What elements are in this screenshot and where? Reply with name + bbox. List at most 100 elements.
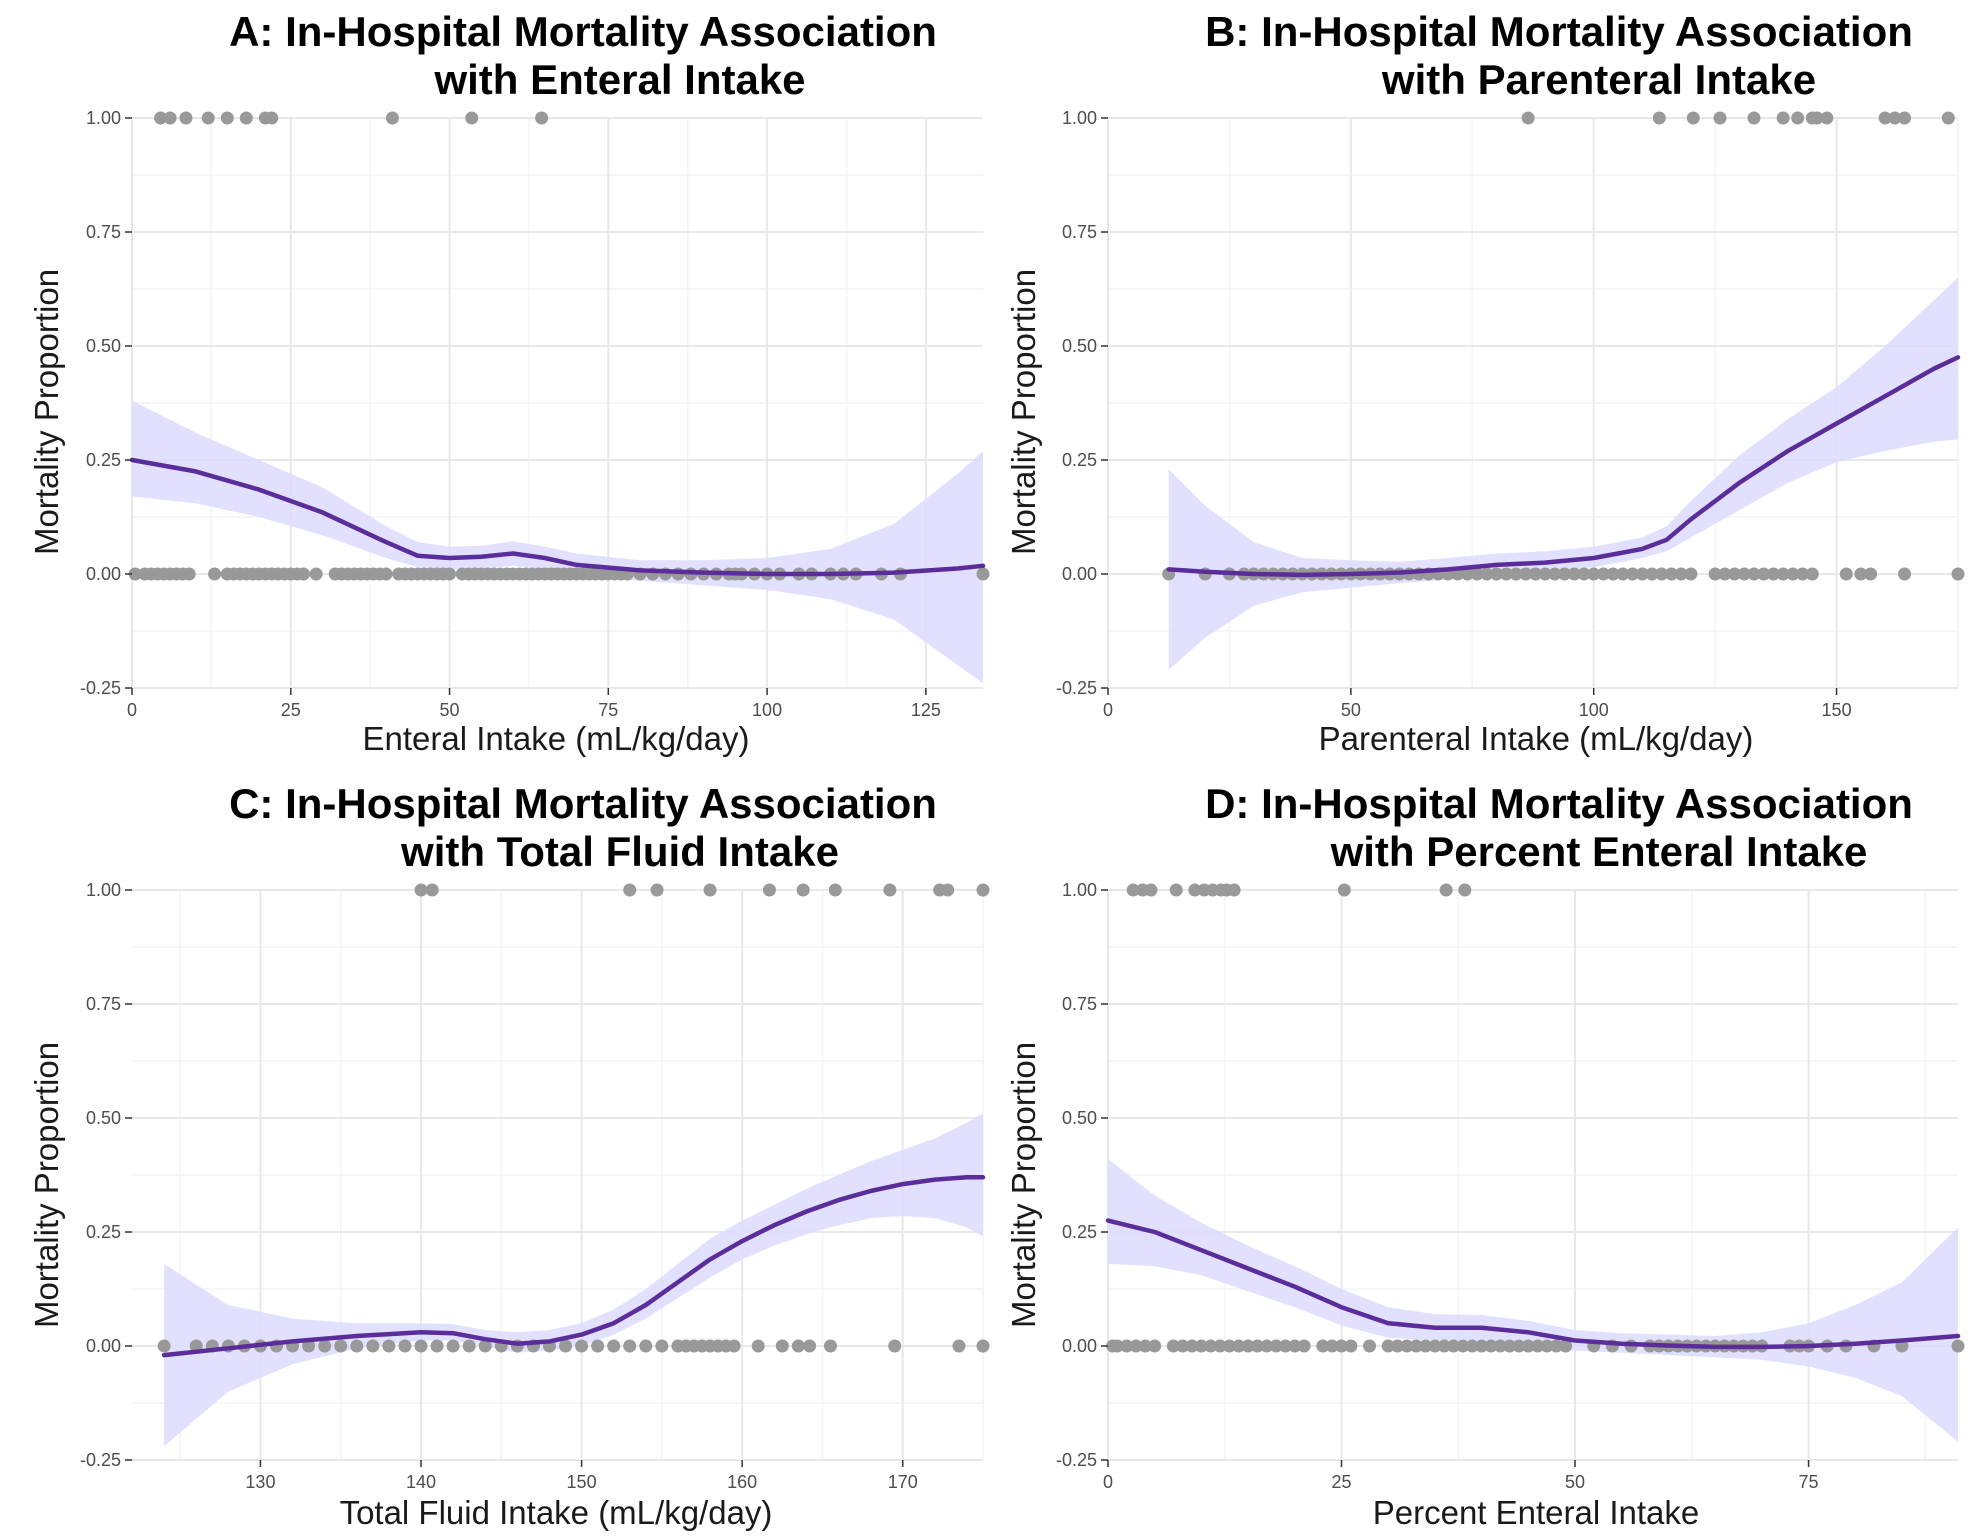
panel-b-axes: -0.25 0.00 0.25 0.50 0.75 1.00 0 50 100 150: [1056, 108, 1852, 720]
panel-c-y-tick-label: 0.25: [86, 1222, 121, 1242]
panel-d-point-survival: [1493, 1339, 1507, 1353]
panel-c-point-death: [828, 883, 842, 897]
panel-c-y-tick-label: 0.50: [86, 1108, 121, 1128]
panel-a-point-survival: [296, 567, 310, 581]
panel-c-point-survival: [334, 1339, 348, 1353]
panel-b-point-death: [1888, 111, 1902, 125]
panel-a-x-tick-label: 0: [127, 700, 137, 720]
panel-b-point-death: [1747, 111, 1761, 125]
panel-c-point-survival: [775, 1339, 789, 1353]
panel-d-point-survival: [1213, 1339, 1227, 1353]
panel-b-point-survival: [1674, 567, 1688, 581]
panel-d-point-survival: [1400, 1339, 1414, 1353]
panel-b-point-survival: [1898, 567, 1912, 581]
panel-c-point-death: [883, 883, 897, 897]
panel-d-point-survival: [1363, 1339, 1377, 1353]
panel-d-grid: [1107, 889, 1958, 1461]
panel-d-point-survival: [1138, 1339, 1152, 1353]
panel-b-y-tick-label: 0.50: [1062, 336, 1097, 356]
panel-d-point-survival: [1549, 1339, 1563, 1353]
panel-d-point-survival: [1166, 1339, 1180, 1353]
panel-b-point-survival: [1664, 567, 1678, 581]
panel-d-point-survival: [1176, 1339, 1190, 1353]
panel-c-point-survival: [823, 1339, 837, 1353]
panel-c-point-death: [703, 883, 717, 897]
panel-c-point-death: [796, 883, 810, 897]
panel-a-point-survival: [976, 567, 990, 581]
panel-a-band: [132, 400, 983, 684]
panel-b-point-survival: [1951, 567, 1965, 581]
panel-b-point-death: [1686, 111, 1700, 125]
panel-c-point-survival: [623, 1339, 637, 1353]
panel-c-point-survival: [382, 1339, 396, 1353]
panel-d-point-survival: [1503, 1339, 1517, 1353]
panel-b-point-death: [1791, 111, 1805, 125]
panel-c-point-survival: [462, 1339, 476, 1353]
panel-a-point-survival: [379, 567, 393, 581]
panel-b-x-tick-label: 0: [1103, 700, 1113, 720]
panel-c-x-tick-label: 130: [245, 1472, 275, 1492]
panel-d-y-tick-label: 0.75: [1062, 994, 1097, 1014]
panel-d-point-survival: [1232, 1339, 1246, 1353]
panel-c-point-survival: [559, 1339, 573, 1353]
panel-b-point-survival: [1776, 567, 1790, 581]
panel-c-point-survival: [607, 1339, 621, 1353]
panel-c-x-tick-label: 160: [727, 1472, 757, 1492]
panel-b-point-survival: [1786, 567, 1800, 581]
panel-b-point-survival: [1528, 567, 1542, 581]
panel-b-point-survival: [1839, 567, 1853, 581]
panel-b: B: In-Hospital Mortality Association wit…: [1005, 8, 1965, 757]
panel-b-point-survival: [1596, 567, 1610, 581]
panel-b-point-survival: [1645, 567, 1659, 581]
panel-c-axes: -0.25 0.00 0.25 0.50 0.75 1.00 130 140 150 160 170: [80, 880, 918, 1492]
panel-d-point-survival: [1269, 1339, 1283, 1353]
panel-a-y-tick-label: 0.75: [86, 222, 121, 242]
panel-b-smooth: [1166, 355, 1961, 578]
panel-d-title-line-2: with Percent Enteral Intake: [1330, 828, 1868, 875]
panel-a-points: [128, 111, 990, 581]
panel-b-point-death: [1652, 111, 1666, 125]
panel-c-point-death: [762, 883, 776, 897]
panel-d-point-survival: [1559, 1339, 1573, 1353]
panel-c-point-death: [425, 883, 439, 897]
panel-d-point-survival: [1260, 1339, 1274, 1353]
panel-d-x-tick-label: 75: [1799, 1472, 1819, 1492]
panel-a-y-tick-label: 0.00: [86, 564, 121, 584]
panel-d-point-survival: [1428, 1339, 1442, 1353]
panel-d-point-survival: [1241, 1339, 1255, 1353]
panel-a-point-death: [465, 111, 479, 125]
panel-d-point-death: [1337, 883, 1351, 897]
panel-b-point-survival: [1567, 567, 1581, 581]
panel-c-point-survival: [952, 1339, 966, 1353]
panel-d-point-survival: [1456, 1339, 1470, 1353]
panel-d-point-survival: [1148, 1339, 1162, 1353]
panel-b-point-survival: [1499, 567, 1513, 581]
panel-d-axes: -0.25 0.00 0.25 0.50 0.75 1.00 0 25 50 75: [1056, 880, 1819, 1492]
panel-d-point-survival: [1120, 1339, 1134, 1353]
panel-a-y-tick-label: -0.25: [80, 678, 121, 698]
panel-a-title-line-2: with Enteral Intake: [433, 56, 805, 103]
panel-a-point-survival: [182, 567, 196, 581]
panel-b-grid: [1107, 117, 1959, 689]
panel-d-point-survival: [1204, 1339, 1218, 1353]
panel-d-point-death: [1227, 883, 1241, 897]
panel-a-point-death: [220, 111, 234, 125]
panel-b-point-survival: [1480, 567, 1494, 581]
panel-c-point-survival: [976, 1339, 990, 1353]
panel-a-point-death: [239, 111, 253, 125]
panel-c-smooth-line: [161, 1175, 986, 1358]
panel-a-point-survival: [208, 567, 222, 581]
panel-b-point-survival: [1655, 567, 1669, 581]
panel-a-x-tick-label: 75: [598, 700, 618, 720]
panel-d-smooth: [1105, 1218, 1961, 1350]
panel-d-point-survival: [1288, 1339, 1302, 1353]
panel-a-point-survival: [443, 567, 457, 581]
panel-d-point-survival: [1325, 1339, 1339, 1353]
panel-b-point-survival: [1728, 567, 1742, 581]
panel-a: A: In-Hospital Mortality Association wit…: [28, 8, 990, 757]
panel-b-x-tick-label: 50: [1341, 700, 1361, 720]
panel-d-point-survival: [1951, 1339, 1965, 1353]
panel-d-point-survival: [1110, 1339, 1124, 1353]
panel-d-point-death: [1169, 883, 1183, 897]
